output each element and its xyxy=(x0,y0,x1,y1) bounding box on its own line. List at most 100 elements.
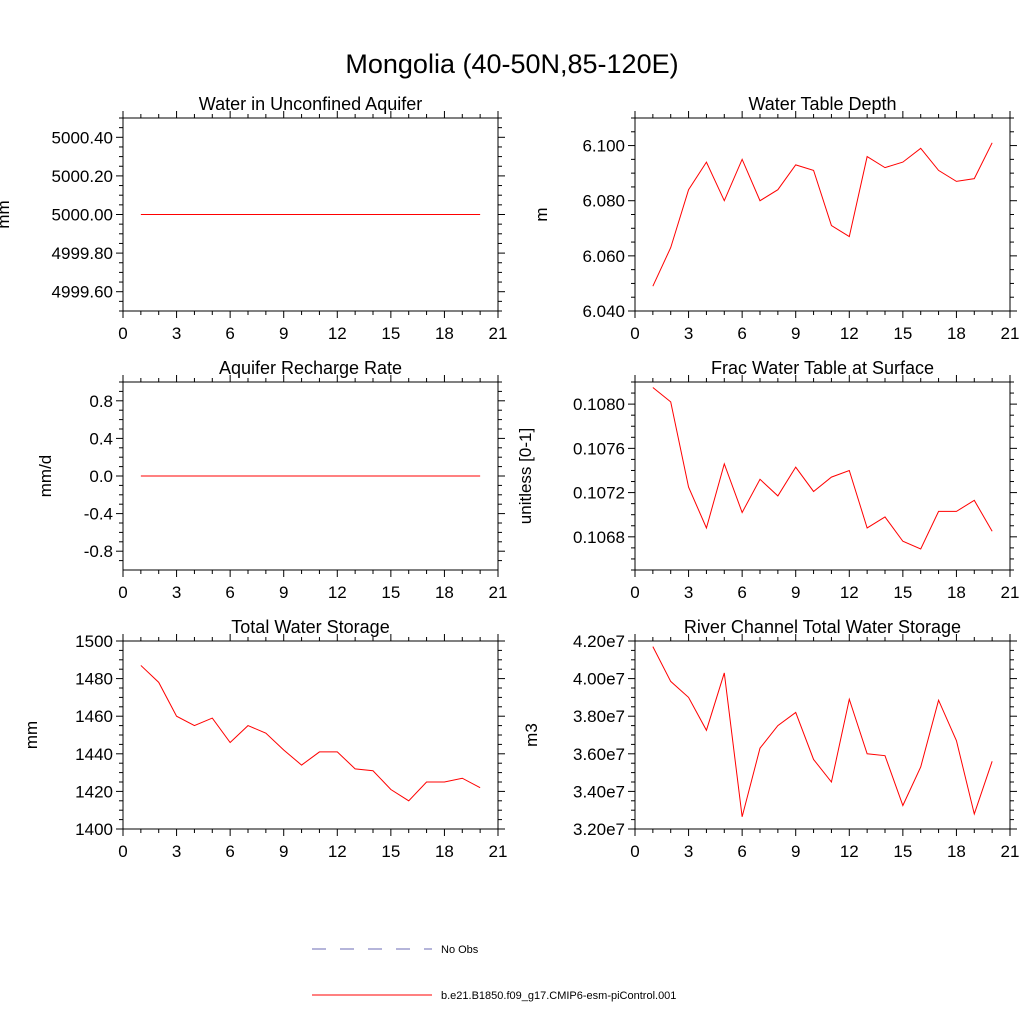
y-axis: 3.20e7 3.40e7 3.60e7 3.80e7 4.00e7 4.20e7 xyxy=(573,632,1017,839)
series-line xyxy=(652,142,993,287)
x-tick-label: 9 xyxy=(279,324,288,343)
y-tick-label: 5000.40 xyxy=(52,128,113,147)
x-tick-label: 15 xyxy=(381,324,400,343)
x-tick-label: 18 xyxy=(435,842,454,861)
y-tick-label: 0.1076 xyxy=(573,439,625,458)
x-tick-label: 12 xyxy=(328,583,347,602)
y-tick-label: -0.8 xyxy=(84,542,113,561)
panel-title: River Channel Total Water Storage xyxy=(684,617,961,637)
x-axis: 0 3 6 9 12 15 18 21 xyxy=(630,375,1019,602)
x-tick-label: 3 xyxy=(684,842,693,861)
y-tick-label: 5000.20 xyxy=(52,167,113,186)
x-tick-label: 0 xyxy=(630,583,639,602)
plot-frame xyxy=(122,640,499,830)
y-axis: 6.040 6.060 6.080 6.100 xyxy=(582,117,1017,321)
y-tick-label: 1400 xyxy=(75,820,113,839)
y-tick-label: -0.4 xyxy=(84,505,113,524)
x-tick-label: 15 xyxy=(381,583,400,602)
y-tick-label: 3.40e7 xyxy=(573,782,625,801)
y-tick-label: 0.1072 xyxy=(573,484,625,503)
x-tick-label: 18 xyxy=(947,842,966,861)
y-axis-label: mm xyxy=(22,721,41,749)
x-tick-label: 9 xyxy=(791,842,800,861)
y-axis-label: mm/d xyxy=(36,455,55,498)
legend: No Obs b.e21.B1850.f09_g17.CMIP6-esm-piC… xyxy=(312,944,676,1002)
y-tick-label: 1500 xyxy=(75,632,113,651)
y-axis: 4999.60 4999.80 5000.00 5000.20 5000.40 xyxy=(52,117,505,312)
y-axis: 0.1068 0.1072 0.1076 0.1080 xyxy=(573,381,1017,571)
x-tick-label: 6 xyxy=(225,842,234,861)
y-tick-label: 5000.00 xyxy=(52,206,113,225)
y-tick-label: 0.8 xyxy=(89,392,113,411)
x-tick-label: 18 xyxy=(435,324,454,343)
panel-title: Frac Water Table at Surface xyxy=(711,358,934,378)
x-tick-label: 12 xyxy=(328,842,347,861)
y-tick-label: 1480 xyxy=(75,670,113,689)
y-axis: 1400 1420 1440 1460 1480 1500 xyxy=(75,632,505,839)
x-tick-label: 6 xyxy=(737,842,746,861)
x-tick-label: 18 xyxy=(947,324,966,343)
y-tick-label: 0.1068 xyxy=(573,528,625,547)
y-tick-label: 3.80e7 xyxy=(573,707,625,726)
plot-frame xyxy=(634,381,1011,571)
x-tick-label: 12 xyxy=(840,324,859,343)
x-axis: 0 3 6 9 12 15 18 21 xyxy=(118,634,507,861)
y-tick-label: 6.080 xyxy=(582,192,625,211)
y-tick-label: 6.100 xyxy=(582,137,625,156)
y-tick-label: 0.4 xyxy=(89,429,113,448)
x-tick-label: 0 xyxy=(630,324,639,343)
y-tick-label: 1460 xyxy=(75,707,113,726)
y-tick-label: 6.060 xyxy=(582,247,625,266)
y-tick-label: 3.20e7 xyxy=(573,820,625,839)
x-tick-label: 3 xyxy=(172,842,181,861)
panel-title: Water in Unconfined Aquifer xyxy=(199,94,422,114)
x-tick-label: 3 xyxy=(684,324,693,343)
x-tick-label: 9 xyxy=(279,583,288,602)
x-tick-label: 9 xyxy=(791,324,800,343)
x-tick-label: 0 xyxy=(118,583,127,602)
x-axis: 0 3 6 9 12 15 18 21 xyxy=(118,375,507,602)
x-tick-label: 3 xyxy=(172,583,181,602)
x-axis: 0 3 6 9 12 15 18 21 xyxy=(630,634,1019,861)
y-tick-label: 3.60e7 xyxy=(573,745,625,764)
y-tick-label: 6.040 xyxy=(582,302,625,321)
y-axis-label: mm xyxy=(0,200,13,228)
legend-model-label: b.e21.B1850.f09_g17.CMIP6-esm-piControl.… xyxy=(441,990,676,1002)
x-tick-label: 6 xyxy=(225,583,234,602)
y-tick-label: 0.0 xyxy=(89,467,113,486)
x-tick-label: 12 xyxy=(840,842,859,861)
x-tick-label: 21 xyxy=(489,324,508,343)
x-tick-label: 9 xyxy=(791,583,800,602)
y-axis-label: unitless [0-1] xyxy=(516,428,535,524)
x-tick-label: 15 xyxy=(893,583,912,602)
x-tick-label: 9 xyxy=(279,842,288,861)
x-tick-label: 0 xyxy=(118,324,127,343)
x-tick-label: 3 xyxy=(172,324,181,343)
x-tick-label: 12 xyxy=(328,324,347,343)
x-tick-label: 21 xyxy=(1001,583,1020,602)
chart-panel-1: Water in Unconfined Aquifer 0 3 6 9 12 15 18 21 4… xyxy=(0,94,507,343)
panel-title: Total Water Storage xyxy=(231,617,389,637)
y-tick-label: 1440 xyxy=(75,745,113,764)
x-tick-label: 15 xyxy=(893,324,912,343)
chart-panel-6: River Channel Total Water Storage 0 3 6 9 12 1… xyxy=(522,617,1019,861)
panel-title: Aquifer Recharge Rate xyxy=(219,358,402,378)
x-tick-label: 6 xyxy=(225,324,234,343)
y-tick-label: 4.00e7 xyxy=(573,670,625,689)
y-tick-label: 4999.60 xyxy=(52,283,113,302)
series-line xyxy=(652,646,993,817)
x-tick-label: 21 xyxy=(489,583,508,602)
series-line xyxy=(652,387,993,550)
x-axis: 0 3 6 9 12 15 18 21 xyxy=(118,111,507,343)
series-line xyxy=(140,665,481,802)
x-tick-label: 0 xyxy=(118,842,127,861)
x-tick-label: 18 xyxy=(947,583,966,602)
y-axis-label: m xyxy=(532,207,551,221)
x-tick-label: 21 xyxy=(489,842,508,861)
x-tick-label: 0 xyxy=(630,842,639,861)
plot-frame xyxy=(634,117,1011,312)
x-tick-label: 15 xyxy=(381,842,400,861)
